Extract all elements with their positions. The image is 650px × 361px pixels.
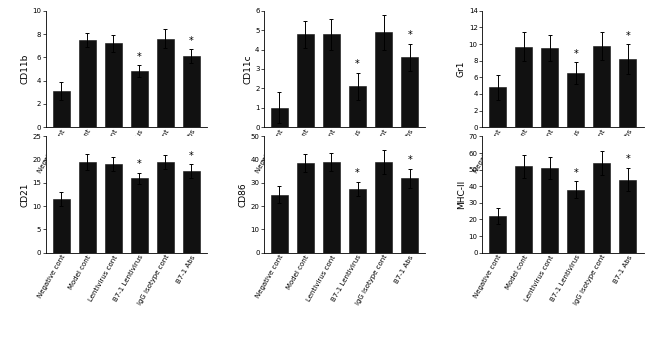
Bar — [567, 73, 584, 127]
Bar — [401, 178, 418, 253]
Text: *: * — [137, 159, 142, 169]
Bar — [619, 180, 636, 253]
Bar — [131, 71, 148, 127]
Bar — [541, 168, 558, 253]
Text: *: * — [137, 52, 142, 62]
Text: *: * — [625, 31, 630, 40]
Bar — [375, 32, 392, 127]
Y-axis label: CD11b: CD11b — [21, 54, 29, 84]
Y-axis label: Gr1: Gr1 — [457, 61, 466, 77]
Y-axis label: CD21: CD21 — [21, 182, 29, 207]
Bar — [593, 163, 610, 253]
Bar — [323, 34, 340, 127]
Bar — [183, 171, 200, 253]
Text: *: * — [189, 151, 194, 161]
Text: *: * — [355, 59, 360, 69]
Bar — [619, 59, 636, 127]
Text: *: * — [625, 155, 630, 165]
Bar — [157, 39, 174, 127]
Bar — [489, 216, 506, 253]
Bar — [297, 163, 314, 253]
Bar — [131, 178, 148, 253]
Bar — [53, 91, 70, 127]
Bar — [157, 162, 174, 253]
Bar — [375, 162, 392, 253]
Bar — [183, 56, 200, 127]
Y-axis label: MHC-II: MHC-II — [457, 180, 466, 209]
Bar — [79, 40, 96, 127]
Bar — [105, 43, 122, 127]
Bar — [53, 199, 70, 253]
Bar — [297, 34, 314, 127]
Bar — [541, 48, 558, 127]
Bar — [323, 162, 340, 253]
Bar — [105, 164, 122, 253]
Text: *: * — [355, 168, 360, 178]
Bar — [567, 190, 584, 253]
Bar — [79, 162, 96, 253]
Text: *: * — [573, 168, 578, 178]
Y-axis label: CD11c: CD11c — [243, 54, 252, 84]
Y-axis label: CD86: CD86 — [239, 182, 248, 207]
Bar — [515, 166, 532, 253]
Bar — [271, 195, 288, 253]
Text: *: * — [189, 36, 194, 46]
Bar — [515, 47, 532, 127]
Bar — [593, 46, 610, 127]
Bar — [401, 57, 418, 127]
Text: *: * — [408, 156, 412, 165]
Bar — [489, 87, 506, 127]
Text: *: * — [573, 49, 578, 59]
Bar — [349, 189, 366, 253]
Bar — [271, 108, 288, 127]
Bar — [349, 86, 366, 127]
Text: *: * — [408, 30, 412, 40]
